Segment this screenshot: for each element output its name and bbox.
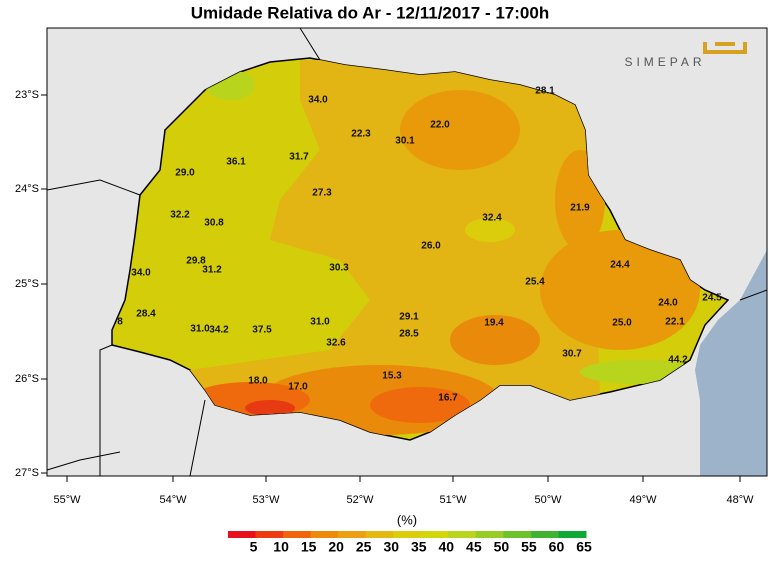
colorbar-label: 55 (521, 539, 537, 555)
station-value: 19.4 (484, 318, 504, 329)
station-value: 22.1 (665, 317, 685, 328)
humidity-zone (245, 400, 295, 416)
y-tick-label: 23°S (15, 89, 39, 101)
colorbar-label: 45 (466, 539, 482, 555)
x-tick-label: 50°W (534, 494, 562, 506)
colorbar-label: 25 (356, 539, 372, 555)
station-value: 32.2 (170, 210, 190, 221)
station-value: 26.0 (421, 241, 441, 252)
title: Umidade Relativa do Ar - 12/11/2017 - 17… (191, 3, 549, 22)
colorbar-label: 60 (549, 539, 565, 555)
colorbar-swatch (255, 531, 284, 538)
y-tick-label: 27°S (15, 467, 39, 479)
station-value: 27.3 (312, 188, 332, 199)
station-value: 31.0 (190, 324, 210, 335)
x-tick-label: 55°W (53, 494, 81, 506)
colorbar-swatch (283, 531, 312, 538)
station-value: 18.0 (248, 376, 268, 387)
colorbar-swatch (420, 531, 449, 538)
station-value: 34.0 (308, 95, 328, 106)
station-value: 28.4 (136, 309, 156, 320)
colorbar-label: 20 (328, 539, 344, 555)
station-value: 8 (117, 317, 123, 328)
y-tick-label: 26°S (15, 373, 39, 385)
station-value: 31.7 (289, 152, 309, 163)
y-tick-label: 25°S (15, 278, 39, 290)
station-value: 25.4 (525, 277, 545, 288)
colorbar-label: 35 (411, 539, 427, 555)
station-value: 32.6 (326, 338, 346, 349)
station-value: 34.0 (131, 268, 151, 279)
colorbar-label: 5 (250, 539, 258, 555)
logo-text: SIMEPAR (624, 55, 705, 69)
humidity-zone (400, 90, 520, 170)
station-value: 30.8 (204, 218, 224, 229)
x-tick-label: 53°W (252, 494, 280, 506)
station-value: 31.0 (310, 317, 330, 328)
humidity-zone (465, 218, 515, 242)
station-value: 36.1 (226, 157, 246, 168)
ocean (695, 250, 767, 476)
colorbar-label: 10 (273, 539, 289, 555)
station-value: 29.1 (399, 312, 419, 323)
station-value: 29.0 (175, 168, 195, 179)
colorbar-label: 50 (494, 539, 510, 555)
station-value: 44.2 (668, 355, 688, 366)
station-value: 25.0 (612, 318, 632, 329)
colorbar-swatch (310, 531, 339, 538)
colorbar-swatch (448, 531, 477, 538)
station-value: 24.4 (610, 260, 630, 271)
colorbar-swatch (503, 531, 532, 538)
colorbar-swatch (393, 531, 422, 538)
colorbar-label: 40 (439, 539, 455, 555)
colorbar-unit: (%) (397, 512, 417, 527)
humidity-zone (540, 230, 700, 350)
colorbar-label: 15 (301, 539, 317, 555)
colorbar-swatch (338, 531, 367, 538)
colorbar-swatch (475, 531, 504, 538)
station-value: 24.5 (702, 293, 722, 304)
colorbar-swatch (558, 531, 587, 538)
station-value: 22.3 (351, 129, 371, 140)
x-tick-label: 49°W (629, 494, 657, 506)
border-line (46, 27, 768, 477)
colorbar-label: 65 (576, 539, 592, 555)
humidity-zone (450, 315, 540, 365)
colorbar-swatch (228, 531, 257, 538)
station-value: 32.4 (482, 213, 502, 224)
colorbar-swatch (530, 531, 559, 538)
station-value: 21.9 (570, 203, 590, 214)
colorbar-swatch (365, 531, 394, 538)
station-value: 34.2 (209, 325, 229, 336)
x-tick-label: 52°W (346, 494, 374, 506)
station-value: 24.0 (658, 298, 678, 309)
station-value: 28.5 (399, 329, 419, 340)
x-tick-label: 51°W (439, 494, 467, 506)
station-value: 31.2 (202, 265, 222, 276)
x-tick-label: 48°W (726, 494, 754, 506)
station-value: 30.7 (562, 349, 582, 360)
logo-mark (703, 42, 747, 54)
y-tick-label: 24°S (15, 183, 39, 195)
station-value: 16.7 (438, 393, 458, 404)
x-tick-label: 54°W (159, 494, 187, 506)
station-value: 22.0 (430, 120, 450, 131)
colorbar-label: 30 (383, 539, 399, 555)
map-frame (46, 27, 768, 477)
station-value: 28.1 (535, 86, 555, 97)
station-value: 30.3 (329, 263, 349, 274)
logo: SIMEPAR (624, 42, 747, 69)
station-value: 17.0 (288, 382, 308, 393)
station-value: 30.1 (395, 136, 415, 147)
station-value: 29.8 (186, 256, 206, 267)
station-value: 37.5 (252, 325, 272, 336)
station-value: 15.3 (382, 371, 402, 382)
humidity-zone (370, 387, 470, 423)
